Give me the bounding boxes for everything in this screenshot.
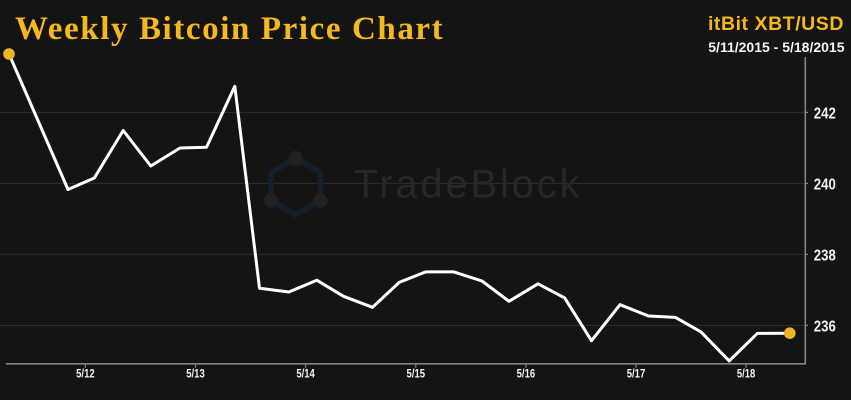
svg-text:5/14: 5/14 xyxy=(296,368,315,380)
svg-text:5/13: 5/13 xyxy=(186,368,205,380)
svg-text:5/12: 5/12 xyxy=(76,368,95,380)
svg-text:238: 238 xyxy=(814,247,836,264)
svg-text:TradeBlock: TradeBlock xyxy=(354,163,583,207)
svg-text:5/15: 5/15 xyxy=(407,368,426,380)
svg-text:242: 242 xyxy=(814,105,836,122)
svg-text:240: 240 xyxy=(814,176,836,193)
svg-text:236: 236 xyxy=(814,318,836,335)
svg-text:5/16: 5/16 xyxy=(517,368,536,380)
svg-text:5/18: 5/18 xyxy=(737,368,756,380)
svg-text:5/17: 5/17 xyxy=(627,368,646,380)
